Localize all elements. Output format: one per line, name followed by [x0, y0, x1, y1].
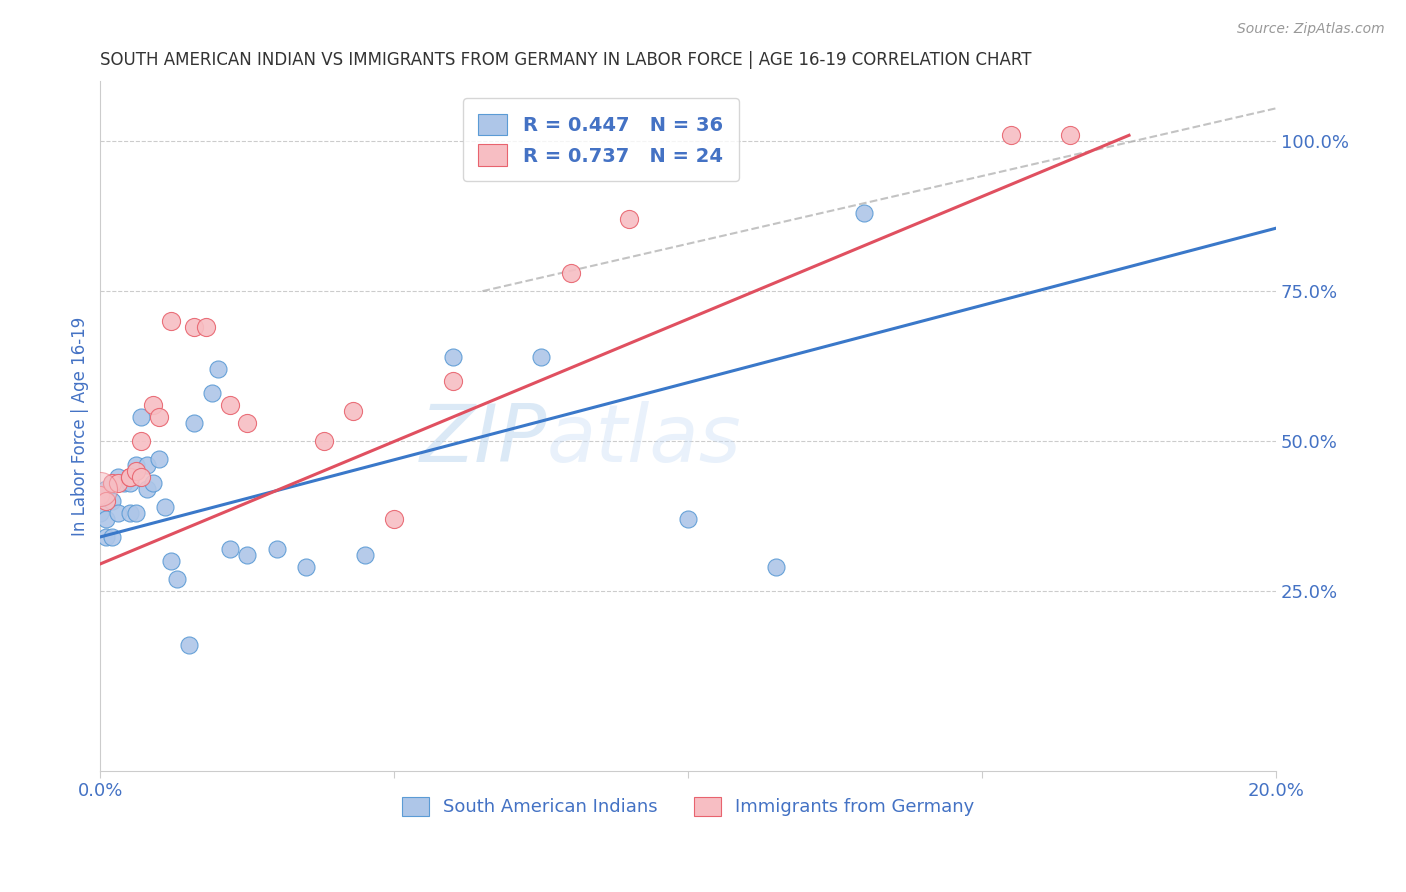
Point: [101, 475, 124, 490]
Text: ZIP: ZIP: [420, 401, 547, 479]
Text: Source: ZipAtlas.com: Source: ZipAtlas.com: [1237, 22, 1385, 37]
Point: [107, 470, 129, 484]
Point: [112, 475, 135, 490]
Point: [177, 638, 200, 652]
Point: [131, 434, 153, 448]
Point: [160, 314, 183, 328]
Point: [96, 512, 118, 526]
Point: [160, 554, 183, 568]
Point: [142, 398, 165, 412]
Point: [166, 572, 188, 586]
Point: [131, 410, 153, 425]
Point: [218, 541, 240, 556]
Y-axis label: In Labor Force | Age 16-19: In Labor Force | Age 16-19: [72, 317, 89, 535]
Point: [236, 416, 259, 430]
Point: [96, 494, 118, 508]
Point: [1059, 128, 1081, 143]
Point: [619, 212, 641, 227]
Point: [101, 494, 124, 508]
Point: [195, 320, 218, 334]
Point: [853, 206, 876, 220]
Point: [342, 404, 364, 418]
Point: [124, 506, 146, 520]
Text: SOUTH AMERICAN INDIAN VS IMMIGRANTS FROM GERMANY IN LABOR FORCE | AGE 16-19 CORR: SOUTH AMERICAN INDIAN VS IMMIGRANTS FROM…: [100, 51, 1032, 69]
Point: [183, 416, 205, 430]
Legend: South American Indians, Immigrants from Germany: South American Indians, Immigrants from …: [395, 789, 981, 823]
Point: [131, 470, 153, 484]
Point: [89, 506, 111, 520]
Point: [183, 320, 205, 334]
Point: [118, 475, 141, 490]
Point: [118, 470, 141, 484]
Point: [96, 482, 118, 496]
Point: [676, 512, 699, 526]
Point: [96, 530, 118, 544]
Point: [530, 350, 553, 364]
Point: [382, 512, 405, 526]
Point: [136, 482, 159, 496]
Point: [148, 452, 170, 467]
Point: [441, 374, 464, 388]
Point: [118, 470, 141, 484]
Point: [89, 488, 111, 502]
Point: [124, 458, 146, 472]
Point: [107, 475, 129, 490]
Point: [1000, 128, 1022, 143]
Point: [118, 506, 141, 520]
Point: [207, 362, 229, 376]
Point: [136, 458, 159, 472]
Point: [107, 506, 129, 520]
Point: [101, 475, 124, 490]
Point: [295, 560, 318, 574]
Point: [266, 541, 288, 556]
Text: atlas: atlas: [547, 401, 742, 479]
Point: [89, 482, 111, 496]
Point: [236, 548, 259, 562]
Point: [201, 386, 224, 401]
Point: [218, 398, 240, 412]
Point: [124, 464, 146, 478]
Point: [560, 266, 582, 280]
Point: [101, 530, 124, 544]
Point: [148, 410, 170, 425]
Point: [441, 350, 464, 364]
Point: [354, 548, 377, 562]
Point: [765, 560, 787, 574]
Point: [153, 500, 176, 514]
Point: [312, 434, 335, 448]
Point: [142, 475, 165, 490]
